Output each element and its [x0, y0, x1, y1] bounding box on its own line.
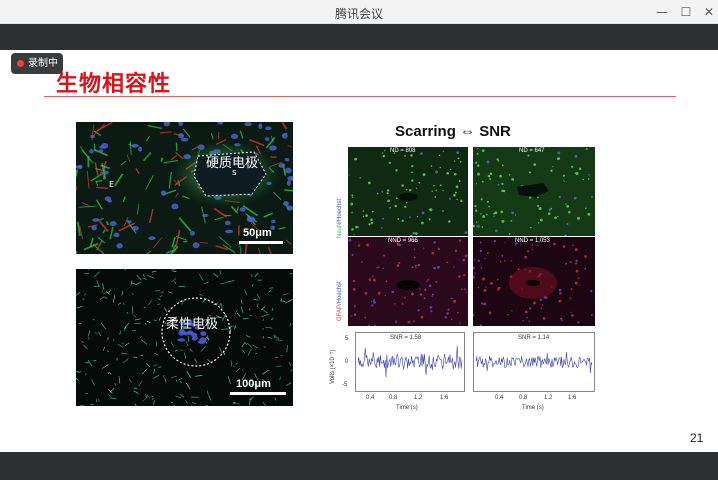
rigid-electrode-sublabel: s	[232, 168, 237, 178]
rigid-electrode-image: 硬质电极 s E 50μm	[76, 122, 293, 254]
recording-dot-icon	[17, 60, 24, 67]
voltage-trace	[475, 351, 593, 374]
trace-left-signal	[357, 346, 463, 378]
panel-label-nd808: ND = 808	[390, 148, 416, 154]
window-title: 腾讯会议	[334, 7, 383, 21]
panel-neun-left: ND = 808	[348, 147, 468, 236]
hoechst-text-2: /Hoechst	[337, 281, 343, 305]
tissue-texture	[76, 269, 293, 406]
recording-label: 录制中	[28, 58, 58, 69]
close-button[interactable]: ✕	[703, 5, 715, 19]
xtick-left-1: 0.4	[366, 395, 375, 401]
hoechst-text: /Hoechst	[337, 198, 343, 223]
xlabel-right: Time (s)	[522, 405, 544, 411]
title-bar: 腾讯会议 — ☐ ✕	[0, 0, 718, 24]
recording-indicator[interactable]: 录制中	[11, 53, 63, 74]
cell-dots	[348, 149, 468, 236]
xlabel-left: Time (s)	[396, 405, 418, 411]
scale-bar-50um	[239, 241, 283, 244]
scale-bar-100um	[230, 392, 286, 395]
trace-right-box: SNR = 1.14	[473, 332, 595, 392]
panel-gfap-left: NND = 966	[348, 237, 468, 326]
snr-right-label: SNR = 1.14	[518, 335, 550, 341]
scale-label-100um: 100μm	[236, 378, 271, 390]
panel-neun-left-image	[348, 147, 468, 236]
voltage-trace	[357, 346, 463, 378]
panel-neun-right-image	[473, 147, 595, 236]
snr-left-label: SNR = 1.58	[390, 335, 422, 341]
panel-gfap-right-image	[473, 237, 595, 326]
xtick-right-1: 0.4	[495, 395, 504, 401]
panel-gfap-right: NND = 1,053	[473, 237, 595, 326]
xtick-right-3: 1.2	[544, 395, 553, 401]
flexible-electrode-image: 柔性电极 100μm	[76, 269, 293, 406]
scale-label-50um: 50μm	[243, 227, 272, 239]
maximize-button[interactable]: ☐	[680, 5, 692, 19]
panel-label-nnd1053: NND = 1,053	[515, 238, 550, 244]
xtick-right-4: 1.6	[568, 395, 577, 401]
neuron-marker-label: E	[109, 180, 115, 189]
panel-neun-right: ND = 647	[473, 147, 595, 236]
minimize-button[interactable]: —	[656, 5, 668, 19]
xtick-right-2: 0.8	[519, 395, 528, 401]
cell-dots	[473, 237, 593, 326]
ytick-5: 5	[345, 336, 349, 342]
ytick-neg5: -5	[342, 382, 348, 388]
trace-left-box: SNR = 1.58	[355, 332, 465, 392]
xtick-left-2: 0.8	[389, 395, 398, 401]
panel-label-nnd966: NND = 966	[388, 238, 418, 244]
ytick-0: 0	[345, 359, 349, 365]
shared-slide: 生物相容性 硬质电极 s E 50μm	[0, 50, 718, 452]
panel-label-nd647: ND = 647	[519, 148, 545, 154]
cell-dots	[348, 237, 468, 326]
gfap-text: GFAP	[337, 304, 343, 321]
cell-dots	[473, 148, 594, 236]
neun-text: NeuN	[337, 222, 343, 238]
gfap-hoechst-label: GFAP/Hoechst	[337, 281, 343, 321]
meeting-bottom-bar	[0, 452, 718, 480]
neun-hoechst-label: NeuN/Hoechst	[337, 199, 343, 238]
scarring-snr-title: Scarring ⇔ SNR	[395, 123, 511, 140]
title-underline	[44, 96, 676, 97]
rigid-electrode-outline	[193, 151, 267, 197]
slide-page-number: 21	[690, 431, 704, 445]
meeting-top-bar	[0, 24, 718, 50]
rigid-electrode-micrograph	[76, 122, 293, 254]
xtick-left-4: 1.6	[440, 395, 449, 401]
xtick-left-3: 1.2	[414, 395, 423, 401]
flexible-electrode-micrograph	[76, 269, 293, 406]
rigid-electrode-label: 硬质电极	[206, 156, 259, 171]
panel-gfap-left-image	[348, 237, 468, 326]
volts-axis-label: Volts (×10⁻⁵)	[330, 349, 336, 384]
trace-right-signal	[475, 351, 593, 374]
slide-title: 生物相容性	[56, 72, 172, 97]
flexible-electrode-outline	[161, 297, 231, 367]
flexible-electrode-label: 柔性电极	[166, 317, 219, 332]
